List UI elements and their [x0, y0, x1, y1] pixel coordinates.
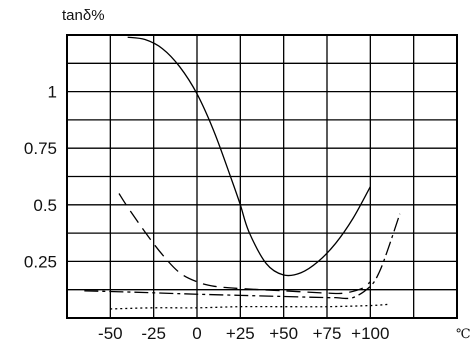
grid-lines [67, 35, 457, 318]
y-tick-label: 0.25 [24, 252, 57, 271]
y-tick-label: 0.75 [24, 139, 57, 158]
x-tick-label: 0 [192, 324, 201, 343]
series-line-solid [127, 36, 371, 277]
tick-labels: -50 -25 0 +25 +50 +75 +100 0.25 0.5 0.75 1 [24, 83, 390, 343]
y-tick-label: 0.5 [33, 196, 57, 215]
y-tick-label: 1 [48, 83, 57, 102]
x-tick-label: +25 [226, 324, 255, 343]
series-line-dash-dot [84, 213, 401, 300]
x-tick-label: -25 [141, 324, 166, 343]
y-axis-label: tanδ% [62, 7, 105, 24]
x-tick-label: +50 [269, 324, 298, 343]
x-tick-label: -50 [98, 324, 123, 343]
x-tick-label: +100 [351, 324, 389, 343]
series-line-dotted [110, 303, 388, 310]
x-tick-label: +75 [313, 324, 342, 343]
series-line-dashed [118, 193, 371, 295]
series-layer [84, 36, 401, 310]
plot-frame [66, 34, 458, 319]
x-axis-unit: ℃ [456, 327, 471, 342]
